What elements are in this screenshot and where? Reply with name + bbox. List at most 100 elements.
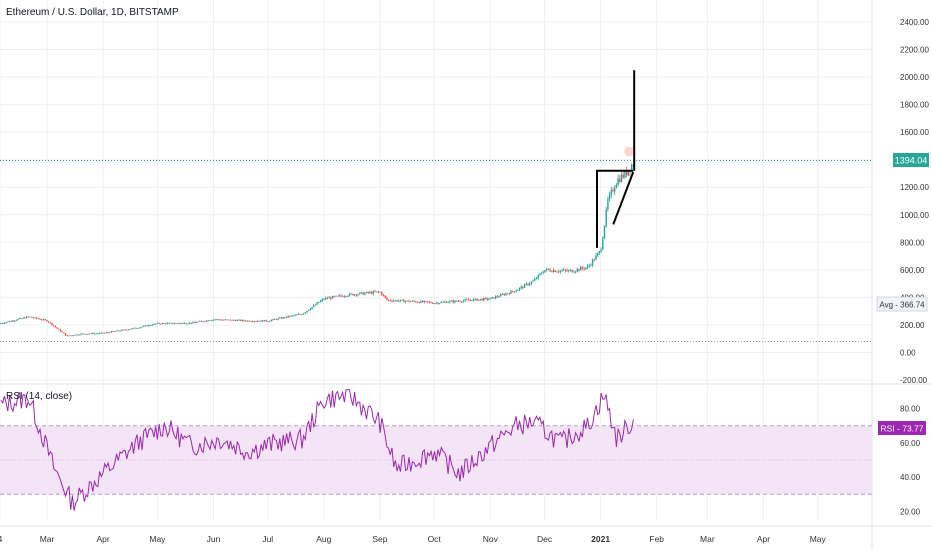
candle-body[interactable] (178, 323, 181, 324)
candle-body[interactable] (365, 291, 368, 294)
candle-body[interactable] (597, 253, 599, 256)
candle-body[interactable] (410, 301, 412, 303)
candle-body[interactable] (285, 316, 288, 318)
candle-body[interactable] (85, 333, 87, 335)
candle-body[interactable] (304, 312, 306, 314)
candle-body[interactable] (292, 315, 295, 317)
candle-body[interactable] (610, 190, 612, 195)
candle-body[interactable] (362, 292, 364, 295)
candle-body[interactable] (440, 301, 442, 304)
candle-body[interactable] (262, 320, 264, 322)
candle-body[interactable] (624, 170, 626, 178)
candle-body[interactable] (78, 334, 80, 336)
candle-body[interactable] (454, 300, 456, 303)
candle-body[interactable] (481, 298, 483, 301)
candle-body[interactable] (447, 302, 449, 304)
candle-body[interactable] (530, 281, 533, 284)
candle-body[interactable] (406, 300, 408, 302)
candle-body[interactable] (146, 325, 148, 327)
candle-body[interactable] (483, 298, 485, 301)
candle-body[interactable] (296, 314, 298, 316)
candle-body[interactable] (206, 320, 208, 322)
candle-body[interactable] (258, 320, 261, 322)
candle-body[interactable] (512, 290, 514, 292)
candle-body[interactable] (496, 296, 499, 298)
candle-body[interactable] (30, 316, 33, 318)
candle-body[interactable] (381, 291, 383, 295)
candle-body[interactable] (476, 298, 478, 301)
candle-body[interactable] (450, 300, 453, 302)
candle-body[interactable] (561, 270, 563, 272)
candle-body[interactable] (544, 269, 546, 273)
candle-body[interactable] (444, 301, 446, 303)
candle-body[interactable] (20, 318, 23, 319)
candle-body[interactable] (518, 287, 521, 290)
candle-body[interactable] (423, 301, 425, 303)
candle-body[interactable] (566, 270, 568, 272)
candle-body[interactable] (319, 300, 322, 303)
candle-body[interactable] (551, 271, 553, 273)
candle-body[interactable] (138, 327, 140, 329)
candle-body[interactable] (97, 333, 99, 335)
candle-body[interactable] (105, 332, 108, 334)
candle-body[interactable] (7, 321, 9, 323)
candle-body[interactable] (240, 319, 242, 321)
candle-body[interactable] (156, 322, 159, 324)
candle-body[interactable] (467, 299, 470, 301)
candle-body[interactable] (275, 319, 278, 320)
candle-body[interactable] (311, 306, 313, 309)
candle-body[interactable] (359, 292, 361, 295)
candle-body[interactable] (316, 302, 318, 305)
candle-body[interactable] (263, 320, 266, 322)
candle-body[interactable] (175, 323, 177, 324)
candle-body[interactable] (131, 328, 133, 330)
candle-body[interactable] (607, 199, 609, 210)
candle-body[interactable] (457, 301, 459, 302)
candle-body[interactable] (8, 321, 11, 323)
candle-body[interactable] (416, 302, 419, 304)
candle-body[interactable] (282, 317, 284, 319)
candle-body[interactable] (301, 314, 303, 316)
candle-body[interactable] (421, 300, 424, 303)
candle-body[interactable] (489, 297, 492, 300)
flagpole-drawing[interactable] (596, 169, 634, 248)
candle-body[interactable] (523, 284, 526, 288)
candle-body[interactable] (44, 319, 46, 321)
candle-body[interactable] (143, 325, 145, 327)
candle-body[interactable] (56, 327, 58, 329)
candle-body[interactable] (22, 317, 24, 319)
candle-body[interactable] (593, 259, 595, 261)
candle-body[interactable] (209, 320, 211, 322)
candle-body[interactable] (27, 316, 29, 318)
candle-body[interactable] (294, 314, 296, 316)
candle-body[interactable] (136, 328, 138, 329)
candle-body[interactable] (471, 300, 473, 301)
candle-body[interactable] (93, 333, 96, 335)
candle-body[interactable] (338, 295, 340, 297)
candle-body[interactable] (540, 273, 543, 275)
candle-body[interactable] (520, 286, 522, 288)
candle-body[interactable] (449, 301, 451, 303)
candle-body[interactable] (372, 291, 374, 294)
candle-body[interactable] (114, 331, 116, 333)
candle-body[interactable] (223, 319, 225, 321)
candle-body[interactable] (350, 293, 352, 295)
candle-body[interactable] (42, 319, 45, 321)
candle-body[interactable] (500, 294, 502, 297)
candle-body[interactable] (139, 327, 142, 329)
candle-body[interactable] (396, 300, 398, 302)
pennant-trendline[interactable] (612, 171, 635, 225)
candle-body[interactable] (595, 255, 597, 260)
candle-body[interactable] (234, 320, 237, 322)
candle-body[interactable] (211, 320, 213, 322)
candle-body[interactable] (51, 322, 53, 326)
candle-body[interactable] (297, 314, 300, 315)
candle-body[interactable] (255, 321, 257, 322)
candle-body[interactable] (620, 174, 623, 182)
candle-body[interactable] (0, 323, 2, 325)
candle-body[interactable] (527, 283, 529, 285)
candle-body[interactable] (226, 319, 228, 321)
candle-body[interactable] (398, 300, 400, 302)
candle-body[interactable] (428, 302, 431, 303)
